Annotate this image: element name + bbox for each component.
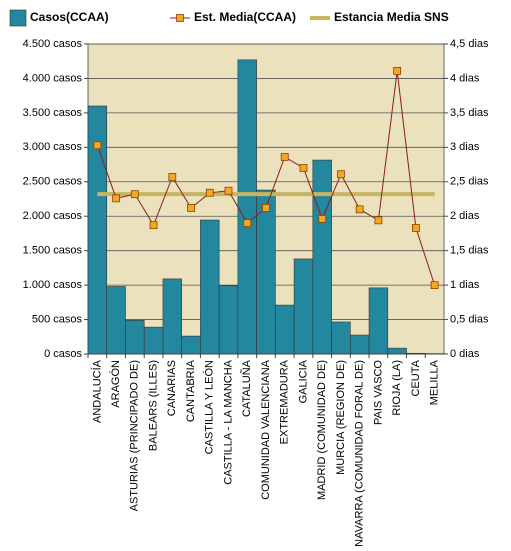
bar	[331, 321, 351, 355]
bar	[406, 353, 426, 355]
x-tick-label: ANDALUCÍA	[90, 359, 103, 423]
marker	[280, 153, 289, 161]
legend-label: Casos(CCAA)	[30, 10, 109, 24]
x-tick-label: GALICIA	[297, 359, 309, 403]
bar	[237, 59, 257, 355]
y2-tick-label: 4,5 dias	[450, 38, 489, 50]
marker	[130, 190, 139, 199]
legend-swatch	[9, 9, 27, 27]
bar	[200, 219, 220, 355]
y-tick-label: 1.500 casos	[23, 245, 83, 257]
y-tick-label: 500 casos	[32, 313, 83, 325]
y-tick-label: 3.000 casos	[23, 141, 83, 153]
x-tick-label: EXTREMADURA	[279, 359, 291, 444]
y-tick-label: 4.500 casos	[23, 38, 83, 50]
y2-tick-label: 1,5 dias	[450, 245, 489, 257]
y-tick-label: 0 casos	[44, 348, 82, 360]
marker	[393, 66, 402, 75]
x-tick-label: RIOJA (LA)	[391, 360, 403, 416]
bar	[312, 159, 332, 355]
bar	[87, 105, 108, 355]
marker	[318, 215, 327, 223]
bar	[162, 278, 182, 355]
y2-tick-label: 2 dias	[450, 210, 480, 222]
marker	[411, 224, 420, 232]
bar	[125, 319, 145, 355]
bar	[218, 285, 239, 355]
marker	[149, 221, 158, 230]
marker	[187, 204, 195, 212]
x-tick-label: MELILLA	[429, 359, 441, 405]
y2-tick-label: 4 dias	[450, 72, 480, 84]
bar	[181, 335, 201, 355]
marker	[355, 205, 364, 214]
x-tick-label: MURCIA (REGION DE)	[335, 360, 347, 475]
marker	[337, 170, 345, 179]
bar	[275, 304, 295, 355]
y2-tick-label: 0,5 dias	[450, 313, 489, 325]
bar	[350, 334, 370, 355]
y-tick-label: 4.000 casos	[23, 72, 83, 84]
marker	[93, 141, 102, 150]
y-tick-label: 2.000 casos	[23, 210, 83, 222]
x-tick-label: BALEARS (ILLES)	[147, 360, 159, 451]
marker	[262, 204, 270, 212]
y2-tick-label: 0 dias	[450, 348, 480, 360]
marker	[112, 194, 121, 203]
y-tick-label: 2.500 casos	[23, 176, 83, 188]
x-tick-label: ASTURIAS (PRINCIPADO DE)	[129, 360, 141, 511]
x-tick-label: CATALUÑA	[240, 359, 253, 417]
bar	[106, 286, 126, 355]
bar	[387, 347, 407, 355]
y2-tick-label: 2,5 dias	[450, 176, 489, 188]
bar	[368, 287, 389, 355]
x-tick-label: CEUTA	[410, 359, 422, 396]
x-tick-label: PAIS VASCO	[372, 360, 384, 425]
legend-label: Est. Media(CCAA)	[194, 10, 296, 24]
x-tick-label: ARAGÓN	[109, 360, 122, 408]
marker	[205, 188, 214, 197]
marker	[243, 219, 252, 228]
marker	[224, 186, 233, 195]
y-tick-label: 3.500 casos	[23, 107, 83, 119]
bar	[293, 258, 314, 355]
x-tick-label: CASTILLA Y LEÓN	[203, 360, 216, 454]
marker	[168, 173, 177, 181]
marker	[430, 281, 439, 290]
legend-marker	[176, 14, 184, 22]
marker	[374, 216, 383, 225]
x-tick-label: NAVARRA (COMUNIDAD FORAL DE)	[354, 360, 366, 547]
marker	[299, 164, 308, 172]
y2-tick-label: 3 dias	[450, 141, 480, 153]
x-tick-label: COMUNIDAD VALENCIANA	[260, 359, 272, 499]
y2-tick-label: 1 dias	[450, 279, 480, 291]
y-tick-label: 1.000 casos	[23, 279, 83, 291]
legend-label: Estancia Media SNS	[334, 10, 449, 24]
bar	[143, 326, 164, 355]
bar	[256, 189, 276, 355]
legend: Casos(CCAA) Est. Media(CCAA) Estancia Medi…	[9, 9, 449, 27]
y2-tick-label: 3,5 dias	[450, 107, 489, 119]
x-tick-label: CASTILLA - LA MANCHA	[222, 359, 234, 484]
x-tick-label: MADRID (COMUNIDAD DE)	[316, 360, 328, 500]
x-tick-label: CANARIAS	[166, 360, 178, 416]
x-tick-label: CANTABRIA	[185, 359, 197, 422]
